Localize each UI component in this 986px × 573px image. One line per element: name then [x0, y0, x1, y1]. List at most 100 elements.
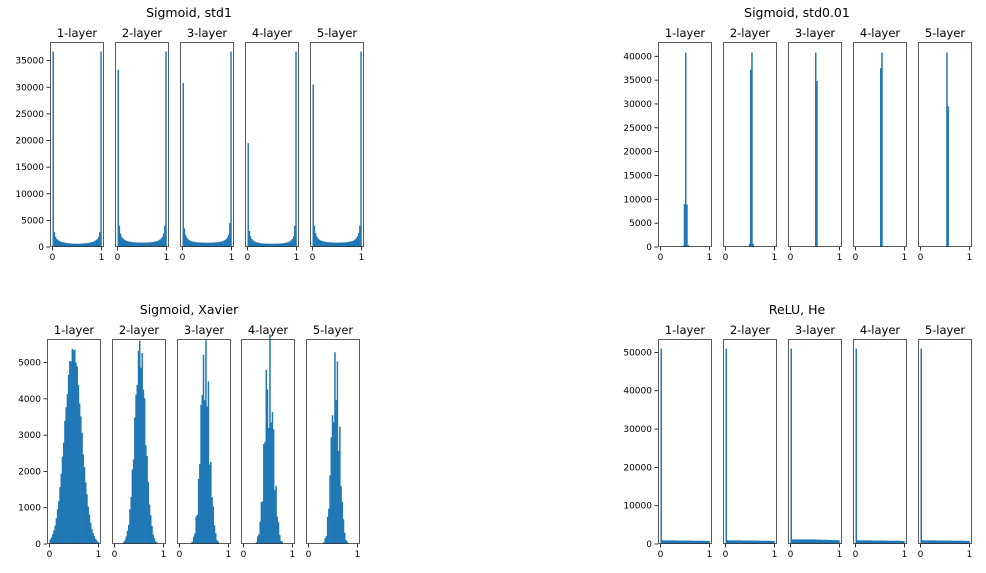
- histogram-bar: [958, 540, 960, 544]
- histogram-bar: [875, 540, 877, 544]
- histogram-bar: [65, 243, 68, 247]
- histogram-bar: [357, 233, 360, 247]
- histogram-bar: [215, 533, 217, 544]
- histogram-bar: [826, 539, 828, 544]
- histogram-bar: [903, 540, 905, 544]
- histogram-bar: [661, 540, 664, 544]
- histogram-bar: [751, 52, 753, 247]
- histogram-bar: [773, 540, 775, 544]
- x-tick-label: 1: [772, 550, 778, 560]
- histogram-bar: [182, 83, 184, 247]
- group-title: Sigmoid, std1: [146, 5, 232, 20]
- histogram-bar: [275, 485, 277, 544]
- histogram-bar: [767, 540, 769, 544]
- histogram-bar: [671, 540, 673, 544]
- histogram-bar: [70, 243, 72, 247]
- histogram-bar: [681, 540, 683, 544]
- histogram-bar: [206, 406, 208, 544]
- histogram-bar: [141, 353, 143, 544]
- y-tick-label: 30000: [623, 100, 652, 110]
- histogram-bar: [81, 432, 83, 544]
- histogram-bar: [229, 223, 231, 247]
- histogram-bar: [263, 444, 265, 544]
- histogram-bar: [152, 534, 154, 544]
- group-title: Sigmoid, std0.01: [744, 5, 850, 20]
- y-tick-label: 10000: [15, 190, 44, 200]
- histogram-bar: [346, 541, 348, 544]
- subplot-frame: [177, 339, 231, 544]
- histogram-bar: [280, 540, 282, 544]
- histogram-bar: [51, 534, 54, 544]
- histogram-bar: [320, 240, 323, 247]
- histogram-bar: [148, 504, 151, 544]
- histogram-bar: [932, 540, 935, 544]
- y-tick-label: 0: [35, 540, 41, 550]
- histogram-bar: [337, 451, 340, 544]
- histogram-bar: [204, 400, 206, 544]
- y-tick-label: 30000: [623, 425, 652, 435]
- histogram-bar: [873, 540, 876, 544]
- histogram-bar: [964, 540, 967, 544]
- histogram-bar: [828, 539, 830, 544]
- subplot-frame: [918, 42, 972, 247]
- histogram-bar: [64, 420, 66, 544]
- histogram-bar: [790, 348, 792, 544]
- histogram-bar: [937, 540, 940, 544]
- histogram-bar: [700, 540, 703, 544]
- histogram-bar: [687, 245, 689, 247]
- x-tick-label: 1: [164, 253, 170, 263]
- subplot-frame: [50, 42, 104, 247]
- histogram-bar: [736, 540, 738, 544]
- subplot-title: 1-layer: [57, 26, 98, 40]
- histogram-bar: [139, 340, 141, 544]
- histogram-bar: [356, 236, 359, 247]
- histogram-bar: [284, 242, 286, 247]
- histogram-bar: [251, 239, 253, 247]
- subplot-title: 1-layer: [665, 323, 706, 337]
- subplot-title: 2-layer: [730, 323, 771, 337]
- x-tick-label: 1: [967, 253, 973, 263]
- histogram-bar: [829, 539, 832, 544]
- histogram-bar: [225, 239, 227, 247]
- x-tick-label: 1: [161, 550, 167, 560]
- histogram-bar: [289, 241, 291, 247]
- histogram-bar: [815, 52, 817, 247]
- histogram-bar: [270, 243, 272, 247]
- histogram-bar: [69, 361, 71, 544]
- subplot-title: 4-layer: [252, 26, 293, 40]
- histogram-bar: [888, 540, 891, 544]
- histogram-bar: [691, 540, 693, 544]
- histogram-bar: [800, 539, 802, 544]
- histogram-bar: [325, 535, 328, 544]
- y-tick-label: 30000: [15, 83, 44, 93]
- histogram-bar: [274, 243, 277, 247]
- subplot-title: 1-layer: [665, 26, 706, 40]
- histogram-bar: [200, 405, 202, 544]
- histogram-bar: [145, 445, 147, 544]
- x-tick-label: 1: [99, 253, 105, 263]
- histogram-bar: [254, 241, 257, 247]
- subplot-title: 3-layer: [187, 26, 228, 40]
- histogram-bar: [86, 494, 88, 544]
- histogram-bar: [881, 540, 883, 544]
- histogram-bar: [827, 539, 829, 544]
- histogram-bar: [164, 225, 166, 247]
- histogram-bar: [660, 348, 662, 544]
- histogram-bar: [347, 241, 349, 247]
- histogram-bar: [52, 51, 54, 247]
- histogram-bar: [123, 239, 125, 247]
- x-tick-label: 0: [918, 550, 924, 560]
- histogram-bar: [65, 407, 67, 544]
- subplot-title: 4-layer: [860, 323, 901, 337]
- histogram-bar: [682, 540, 685, 544]
- histogram-bar: [808, 539, 811, 544]
- histogram-bar: [946, 52, 948, 247]
- histogram-bar: [117, 69, 119, 247]
- histogram-bar: [76, 243, 78, 247]
- histogram-bar: [223, 240, 225, 247]
- x-tick-label: 0: [115, 253, 121, 263]
- histogram-bar: [147, 242, 149, 247]
- histogram-bar: [258, 534, 260, 544]
- histogram-bar: [947, 106, 949, 247]
- histogram-bar: [125, 536, 128, 544]
